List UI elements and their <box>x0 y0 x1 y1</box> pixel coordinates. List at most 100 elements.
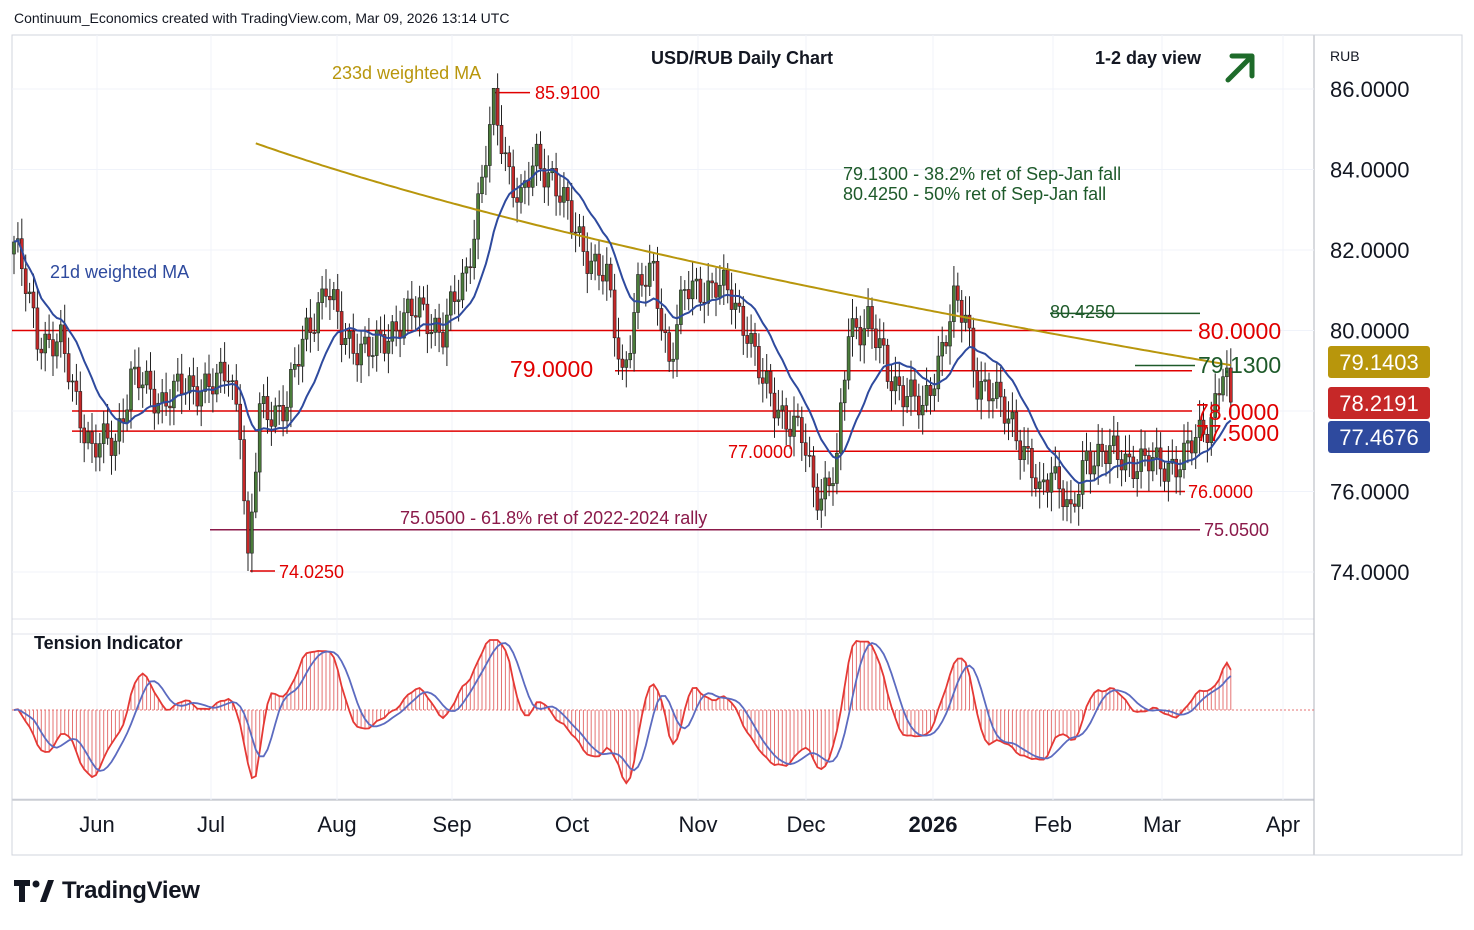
candle <box>1049 456 1054 512</box>
candle <box>546 155 551 206</box>
y-tick-label: 82.0000 <box>1330 238 1410 263</box>
candle <box>484 145 488 196</box>
candle <box>47 314 51 349</box>
x-tick-label: Mar <box>1143 812 1181 837</box>
candle <box>133 349 137 385</box>
candle <box>464 257 469 292</box>
candle <box>819 478 824 528</box>
label-7913: 79.1300 <box>1198 352 1281 378</box>
candle <box>780 390 785 429</box>
candle <box>920 385 925 435</box>
candle <box>296 344 301 385</box>
up-arrow-icon <box>1225 53 1255 83</box>
tradingview-logo-icon <box>14 880 54 902</box>
x-tick-label: Dec <box>786 812 825 837</box>
candle <box>1162 461 1167 492</box>
candle <box>324 269 328 308</box>
candle <box>1006 401 1011 441</box>
tension-indicator <box>12 639 1314 785</box>
candle <box>893 356 898 405</box>
candle <box>304 307 309 352</box>
candle <box>27 282 32 304</box>
candle <box>1002 388 1007 435</box>
candle <box>979 361 984 420</box>
candle <box>682 280 687 311</box>
candle <box>316 292 321 351</box>
candle <box>156 393 161 425</box>
x-tick-label: Jul <box>197 812 225 837</box>
candlestick-series <box>12 73 1233 573</box>
badge-last-price: 78.2191 <box>1328 387 1430 419</box>
candle <box>714 267 718 317</box>
y-tick-label: 80.0000 <box>1330 319 1410 344</box>
candle <box>351 313 356 365</box>
candle <box>632 292 636 372</box>
candle <box>152 370 157 430</box>
outer-frame <box>11 34 1463 856</box>
candle <box>140 372 145 408</box>
candle <box>1069 480 1073 524</box>
y-tick-label: 74.0000 <box>1330 560 1410 585</box>
candle <box>215 363 219 403</box>
candle <box>398 310 402 358</box>
candle <box>854 306 859 340</box>
candle <box>1034 463 1038 497</box>
candle <box>994 362 999 409</box>
candle <box>257 392 262 492</box>
badge-ma21: 77.4676 <box>1328 421 1430 453</box>
candle <box>901 376 906 427</box>
candle <box>870 297 874 349</box>
label-78: 78.0000 <box>1196 399 1279 425</box>
candle <box>269 401 274 446</box>
candle <box>741 296 746 355</box>
candle <box>117 403 122 455</box>
candle <box>499 105 504 165</box>
label-80: 80.0000 <box>1198 318 1281 344</box>
fib-note: 75.0500 - 61.8% ret of 2022-2024 rally <box>400 508 707 528</box>
candle <box>437 303 441 353</box>
tension-signal-line <box>13 641 1232 772</box>
candle <box>109 420 114 475</box>
candle <box>144 360 149 394</box>
x-tick-label: 2026 <box>909 812 958 837</box>
candle <box>835 433 839 495</box>
candle <box>125 394 129 431</box>
candle <box>1096 424 1100 485</box>
candle <box>273 397 278 434</box>
chart-title: USD/RUB Daily Chart <box>651 48 833 68</box>
candle <box>1135 459 1139 497</box>
candle <box>796 403 800 427</box>
candle <box>885 338 890 389</box>
price-axis: 86.000084.000082.000080.000078.000076.00… <box>1330 77 1410 585</box>
candle <box>1174 446 1178 494</box>
candle <box>78 371 83 443</box>
candle <box>932 373 937 411</box>
candle <box>433 309 438 347</box>
candle <box>277 390 282 425</box>
candle <box>495 73 500 146</box>
candle <box>1221 368 1225 402</box>
candle <box>569 182 574 239</box>
candle <box>616 317 621 375</box>
candle <box>1186 421 1190 464</box>
candle <box>148 352 153 408</box>
candle <box>1182 424 1186 479</box>
candle <box>710 272 714 299</box>
candle <box>831 467 835 506</box>
candle <box>620 344 625 380</box>
candle <box>51 321 55 376</box>
candle <box>971 317 976 388</box>
svg-text:79.1403: 79.1403 <box>1339 350 1419 375</box>
candle <box>480 164 484 204</box>
label-7505: 75.0500 <box>1204 520 1269 540</box>
candle <box>1084 432 1089 475</box>
candle <box>987 372 991 419</box>
candle <box>74 363 79 405</box>
candle <box>242 425 246 515</box>
candle <box>491 87 496 136</box>
candle <box>448 285 453 331</box>
candle <box>289 362 293 428</box>
x-tick-label: Jun <box>79 812 114 837</box>
candle <box>955 272 960 313</box>
candle <box>254 452 258 519</box>
